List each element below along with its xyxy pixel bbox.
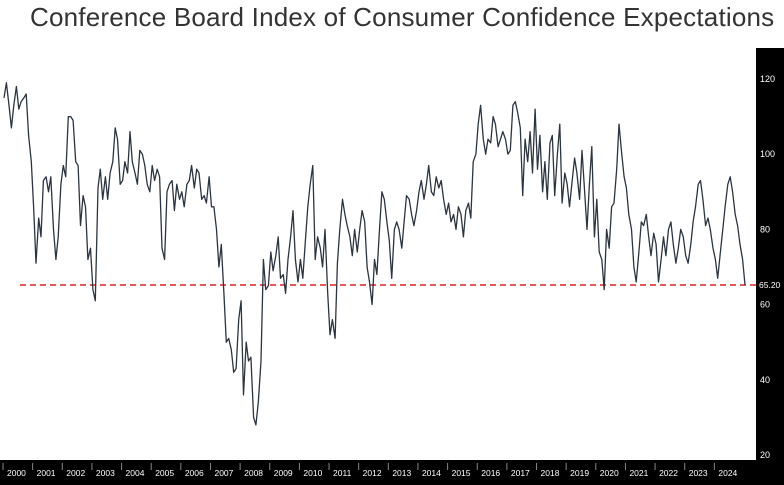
x-tick-label: 2019 — [570, 468, 589, 478]
x-tick-label: 2008 — [244, 468, 263, 478]
reference-line-label: 65.20 — [759, 280, 781, 290]
x-tick-label: 2013 — [392, 468, 411, 478]
x-tick-label: 2014 — [422, 468, 441, 478]
x-tick-label: 2016 — [481, 468, 500, 478]
x-tick-label: 2012 — [363, 468, 382, 478]
chart-frame — [0, 48, 784, 485]
x-tick-label: 2009 — [274, 468, 293, 478]
x-axis-ticks: 2000 2001 2002 2003 2004 2005 2006 2007 2008 2009… — [2, 463, 738, 478]
x-tick-label: 2001 — [37, 468, 56, 478]
x-tick-label: 2005 — [155, 468, 174, 478]
x-tick-label: 2023 — [689, 468, 708, 478]
reference-line-group: 65.20 — [20, 280, 781, 290]
x-tick-label: 2004 — [126, 468, 145, 478]
chart-title: Conference Board Index of Consumer Confi… — [30, 2, 775, 32]
x-tick-label: 2006 — [185, 468, 204, 478]
series-line — [3, 82, 746, 426]
x-tick-label: 2021 — [629, 468, 648, 478]
y-axis-band — [756, 48, 784, 485]
x-tick-label: 2002 — [66, 468, 85, 478]
x-tick-label: 2022 — [659, 468, 678, 478]
y-tick-label: 40 — [760, 375, 770, 385]
y-axis-ticks: 20 40 60 80 100 120 — [760, 74, 775, 460]
x-tick-label: 2010 — [303, 468, 322, 478]
x-tick-label: 2000 — [7, 468, 26, 478]
x-tick-label: 2017 — [511, 468, 530, 478]
x-tick-label: 2018 — [541, 468, 560, 478]
x-tick-label: 2011 — [333, 468, 352, 478]
x-axis-band — [0, 460, 784, 485]
x-tick-label: 2007 — [214, 468, 233, 478]
x-tick-label: 2024 — [718, 468, 737, 478]
x-tick-label: 2003 — [96, 468, 115, 478]
y-tick-label: 20 — [760, 450, 770, 460]
series-group — [3, 82, 746, 426]
x-tick-label: 2015 — [452, 468, 471, 478]
y-tick-label: 60 — [760, 300, 770, 310]
y-tick-label: 120 — [760, 74, 775, 84]
x-tick-label: 2020 — [600, 468, 619, 478]
y-tick-label: 100 — [760, 149, 775, 159]
y-tick-label: 80 — [760, 224, 770, 234]
